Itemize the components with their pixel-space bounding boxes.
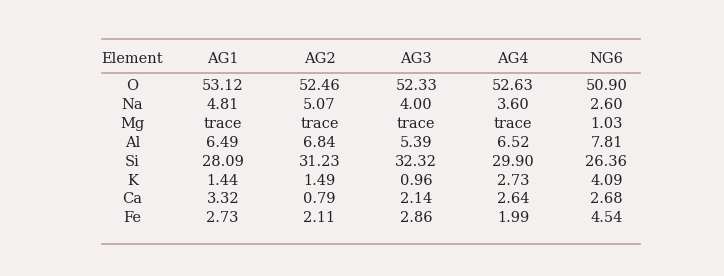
Text: 4.81: 4.81 <box>206 98 239 112</box>
Text: 5.07: 5.07 <box>303 98 336 112</box>
Text: 0.96: 0.96 <box>400 174 432 188</box>
Text: 1.99: 1.99 <box>497 211 529 225</box>
Text: Ca: Ca <box>122 192 143 206</box>
Text: 1.03: 1.03 <box>590 117 623 131</box>
Text: 6.49: 6.49 <box>206 136 239 150</box>
Text: 50.90: 50.90 <box>586 79 628 93</box>
Text: AG2: AG2 <box>303 52 335 66</box>
Text: AG4: AG4 <box>497 52 529 66</box>
Text: 52.63: 52.63 <box>492 79 534 93</box>
Text: O: O <box>127 79 138 93</box>
Text: 32.32: 32.32 <box>395 155 437 169</box>
Text: Na: Na <box>122 98 143 112</box>
Text: 2.64: 2.64 <box>497 192 529 206</box>
Text: trace: trace <box>203 117 242 131</box>
Text: 2.68: 2.68 <box>590 192 623 206</box>
Text: 0.79: 0.79 <box>303 192 336 206</box>
Text: 2.60: 2.60 <box>590 98 623 112</box>
Text: 2.14: 2.14 <box>400 192 432 206</box>
Text: AG3: AG3 <box>400 52 432 66</box>
Text: 52.33: 52.33 <box>395 79 437 93</box>
Text: Fe: Fe <box>123 211 141 225</box>
Text: 2.11: 2.11 <box>303 211 335 225</box>
Text: 3.60: 3.60 <box>497 98 529 112</box>
Text: 1.44: 1.44 <box>206 174 239 188</box>
Text: 1.49: 1.49 <box>303 174 336 188</box>
Text: NG6: NG6 <box>589 52 623 66</box>
Text: trace: trace <box>494 117 532 131</box>
Text: 4.54: 4.54 <box>590 211 623 225</box>
Text: 6.84: 6.84 <box>303 136 336 150</box>
Text: 26.36: 26.36 <box>586 155 628 169</box>
Text: Al: Al <box>125 136 140 150</box>
Text: 52.46: 52.46 <box>298 79 340 93</box>
Text: Si: Si <box>125 155 140 169</box>
Text: 4.09: 4.09 <box>590 174 623 188</box>
Text: 3.32: 3.32 <box>206 192 239 206</box>
Text: K: K <box>127 174 138 188</box>
Text: 5.39: 5.39 <box>400 136 432 150</box>
Text: 29.90: 29.90 <box>492 155 534 169</box>
Text: 2.73: 2.73 <box>206 211 239 225</box>
Text: AG1: AG1 <box>207 52 238 66</box>
Text: Element: Element <box>101 52 163 66</box>
Text: 31.23: 31.23 <box>298 155 340 169</box>
Text: Mg: Mg <box>120 117 145 131</box>
Text: 7.81: 7.81 <box>590 136 623 150</box>
Text: 2.86: 2.86 <box>400 211 432 225</box>
Text: 2.73: 2.73 <box>497 174 529 188</box>
Text: trace: trace <box>397 117 435 131</box>
Text: trace: trace <box>300 117 339 131</box>
Text: 53.12: 53.12 <box>202 79 243 93</box>
Text: 28.09: 28.09 <box>202 155 244 169</box>
Text: 4.00: 4.00 <box>400 98 432 112</box>
Text: 6.52: 6.52 <box>497 136 529 150</box>
